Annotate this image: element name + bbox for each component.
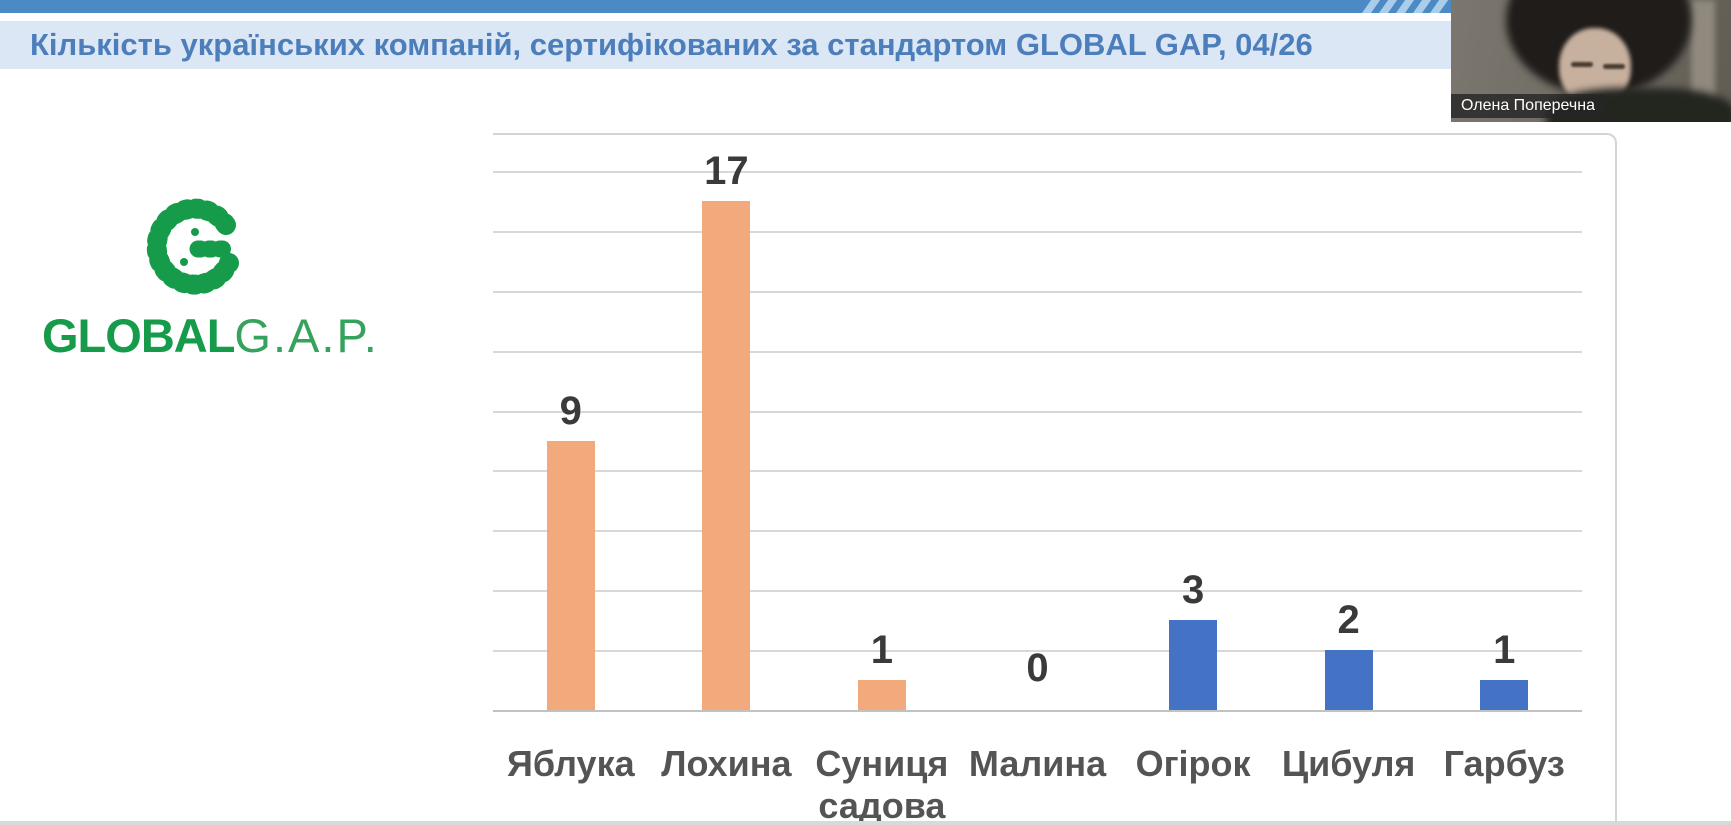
globalgap-g-icon [146, 198, 239, 295]
bottom-edge-strip [0, 821, 1731, 825]
title-band [0, 21, 1731, 69]
category-label: Огірок [1135, 743, 1251, 784]
bar-7 [1480, 680, 1529, 710]
participant-face-detail [1603, 64, 1625, 69]
gridline [493, 410, 1582, 413]
value-label: 1 [870, 628, 894, 673]
value-label: 0 [1026, 646, 1049, 690]
gridline [493, 230, 1582, 233]
gridline [493, 530, 1582, 533]
x-axis-line [493, 710, 1582, 712]
bar-1 [546, 440, 595, 710]
gridline [493, 350, 1582, 353]
participant-face-detail [1571, 62, 1593, 67]
bar-3 [857, 680, 906, 710]
bar-5 [1169, 620, 1218, 710]
value-label: 2 [1337, 598, 1360, 643]
logo-wordmark: GLOBALG.A.P. [42, 308, 382, 363]
diagonal-stripes-icon [1362, 0, 1452, 13]
logo-wordmark-gap: G.A.P. [234, 309, 379, 362]
category-label: Яблука [506, 743, 635, 784]
slide-title: Кількість українських компаній, сертифік… [30, 27, 1313, 62]
gridline [493, 650, 1582, 653]
category-label: Гарбуз [1443, 743, 1565, 784]
gridline [493, 590, 1582, 593]
logo-wordmark-bold: GLOBAL [42, 309, 235, 362]
top-accent-bar [0, 0, 1731, 13]
value-label: 1 [1493, 628, 1516, 673]
category-label: Лохина [661, 743, 792, 784]
gridline [493, 171, 1582, 174]
globalgap-logo: GLOBALG.A.P. [42, 192, 382, 363]
gridline [493, 290, 1582, 293]
category-label: Суниця садова [815, 743, 949, 825]
value-label: 3 [1181, 568, 1205, 613]
gridline [493, 470, 1582, 473]
participant-name-label: Олена Поперечна [1451, 94, 1605, 118]
webcam-thumbnail[interactable]: Олена Поперечна [1451, 0, 1731, 122]
bar-6 [1324, 650, 1373, 710]
value-label: 17 [704, 149, 749, 194]
category-label: Цибуля [1281, 743, 1416, 784]
category-label: Малина [968, 743, 1107, 784]
bar-2 [702, 201, 751, 710]
value-label: 9 [559, 388, 582, 433]
chart-frame [493, 133, 1617, 825]
